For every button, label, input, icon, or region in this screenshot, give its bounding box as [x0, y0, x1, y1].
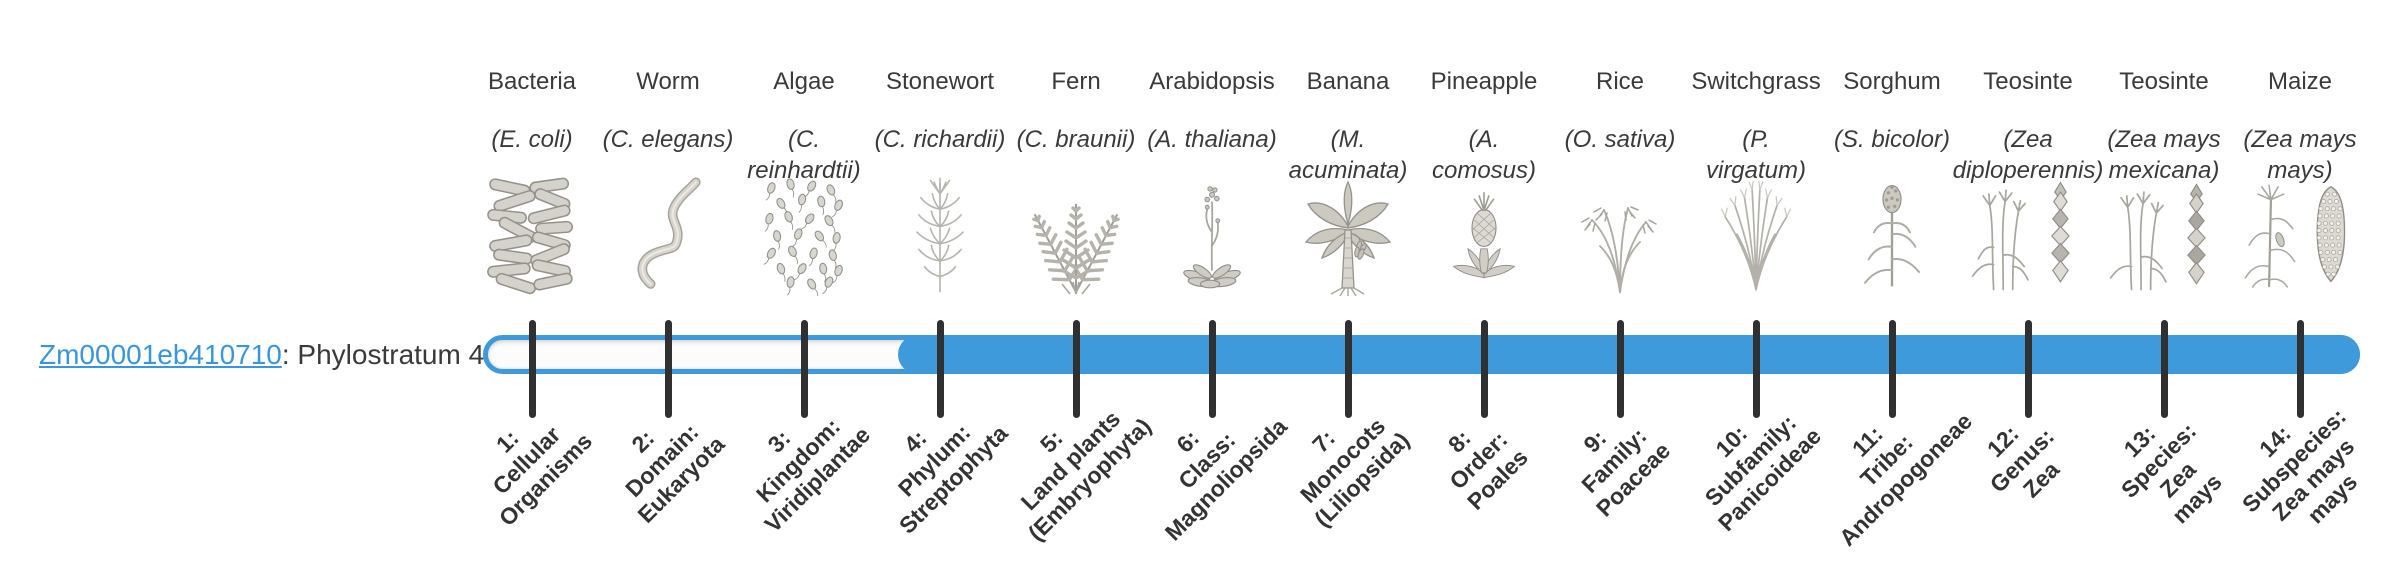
phylostratum-tick [1616, 320, 1624, 418]
phylostratum-tick [1888, 320, 1896, 418]
organism-common-name: Rice [1595, 68, 1644, 95]
arabidopsis-illustration [1183, 186, 1241, 289]
organism-scientific-name: (A. comosus) [1431, 126, 1537, 184]
phylostratum-tick [1480, 320, 1488, 418]
bacteria-illustration [487, 177, 574, 295]
maize-illustration [2244, 184, 2346, 288]
organism-scientific-name: (E. coli) [491, 126, 573, 153]
organism-scientific-name: (P. virgatum) [1705, 126, 1807, 184]
organism-scientific-name: (C. braunii) [1016, 126, 1136, 153]
algae-illustration [763, 178, 843, 297]
phylostratum-tick [528, 320, 536, 418]
organism-scientific-name: (Zea diploperennis) [1952, 126, 2104, 184]
organism-common-name: Fern [1051, 68, 1101, 95]
organism-scientific-name: (Zea mays mays) [2243, 126, 2357, 184]
organism-common-name: Stonewort [885, 68, 995, 95]
organism-common-name: Maize [2267, 68, 2333, 95]
phylostratum-tick [2024, 320, 2032, 418]
organism-scientific-name: (Zea mays mexicana) [2107, 126, 2221, 184]
phylostratum-tick [800, 320, 808, 418]
organism-scientific-name: (C. richardii) [874, 126, 1006, 153]
organism-common-name: Pineapple [1430, 68, 1538, 95]
organism-scientific-name: (C. reinhardtii) [747, 126, 861, 184]
teosinte-diploperennis-illustration [1971, 181, 2070, 291]
sorghum-illustration [1864, 185, 1920, 287]
stonewort-illustration [916, 177, 964, 293]
gene-link[interactable]: Zm00001eb410710 [39, 339, 282, 370]
worm-illustration [637, 177, 701, 289]
phylostratum-tick [1752, 320, 1760, 418]
phylostratum-tick [1208, 320, 1216, 418]
organism-common-name: Arabidopsis [1149, 68, 1275, 95]
organism-common-name: Teosinte [2119, 68, 2209, 95]
organism-scientific-name: (C. elegans) [602, 126, 734, 153]
organism-scientific-name: (M. acuminata) [1288, 126, 1408, 184]
gene-phylostratum-text: : Phylostratum 4 [281, 339, 485, 370]
organism-common-name: Banana [1306, 68, 1390, 95]
phylostratum-tick [1344, 320, 1352, 418]
pineapple-illustration [1452, 192, 1516, 279]
gene-label: Zm00001eb410710: Phylostratum 4 [39, 339, 484, 371]
phylostratum-tick [936, 320, 944, 418]
phylostrata-bar-fill [898, 335, 2360, 374]
organism-scientific-name: (S. bicolor) [1833, 126, 1951, 153]
organism-common-name: Teosinte [1983, 68, 2073, 95]
phylostratum-tick [2296, 320, 2304, 418]
phylostratum-tick [1072, 320, 1080, 418]
organism-common-name: Worm [636, 68, 700, 95]
fern-illustration [1026, 202, 1126, 298]
organism-common-name: Sorghum [1843, 68, 1941, 95]
phylostratum-tick [664, 320, 672, 418]
organism-scientific-name: (A. thaliana) [1147, 126, 1277, 153]
organism-common-name: Bacteria [487, 68, 577, 95]
switchgrass-illustration [1720, 180, 1792, 291]
organism-common-name: Algae [773, 68, 835, 95]
teosinte-mexicana-illustration [2109, 183, 2206, 291]
phylostratum-tick [2160, 320, 2168, 418]
banana-illustration [1304, 180, 1392, 297]
rice-illustration [1581, 206, 1657, 293]
organism-scientific-name: (O. sativa) [1564, 126, 1676, 153]
organism-common-name: Switchgrass [1691, 68, 1821, 95]
